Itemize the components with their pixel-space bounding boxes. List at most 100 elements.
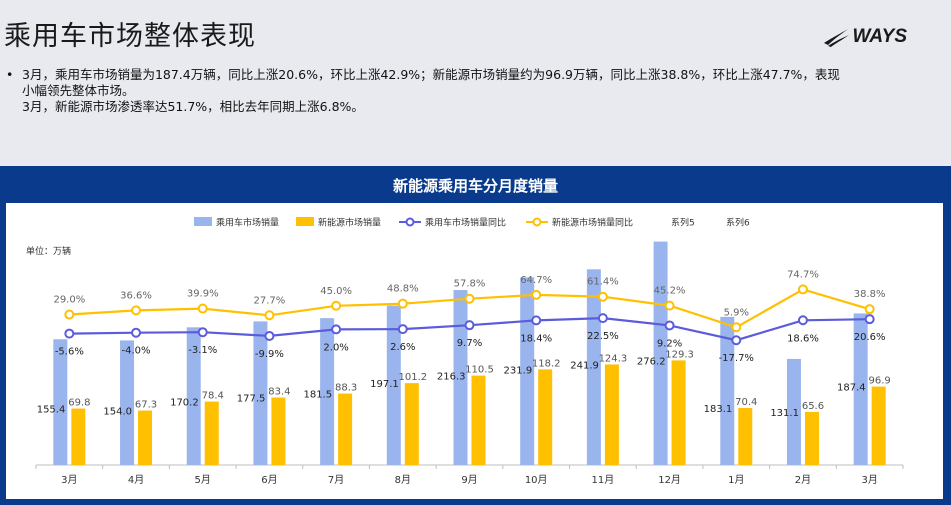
bar-nev: [271, 397, 286, 465]
logo-text: WAYS: [852, 26, 907, 47]
x-tick-label: 5月: [195, 474, 211, 486]
point-passenger-yoy: [664, 320, 675, 331]
bar-label-nev: 129.3: [665, 349, 694, 360]
bar-label-passenger: 197.1: [370, 379, 399, 390]
point-nev-yoy: [797, 284, 808, 295]
x-tick-label: 1月: [728, 474, 744, 486]
bar-nev: [804, 411, 819, 465]
label-passenger-yoy: 18.6%: [787, 333, 819, 344]
bar-label-nev: 78.4: [202, 391, 224, 402]
label-nev-yoy: 57.8%: [454, 279, 486, 290]
bar-label-passenger: 154.0: [103, 407, 132, 418]
legend-swatch: [296, 217, 314, 226]
x-tick-label: 9月: [461, 474, 477, 486]
bar-nev: [404, 383, 419, 465]
legend-label: 系列6: [726, 217, 750, 229]
bar-nev: [471, 375, 486, 465]
point-nev-yoy: [664, 300, 675, 311]
label-passenger-yoy: 9.2%: [657, 338, 682, 349]
label-passenger-yoy: -3.1%: [188, 345, 217, 356]
point-passenger-yoy: [864, 314, 875, 325]
ways-logo: WAYS: [822, 26, 907, 48]
bar-label-passenger: 155.4: [37, 405, 66, 416]
label-passenger-yoy: 9.7%: [457, 338, 482, 349]
label-nev-yoy: 74.7%: [787, 269, 819, 280]
x-tick-label: 7月: [328, 474, 344, 486]
bullet-marker: •: [6, 67, 14, 82]
label-passenger-yoy: 22.5%: [587, 331, 619, 342]
x-tick-label: 11月: [592, 474, 615, 486]
unit-label: 单位：万辆: [26, 245, 71, 257]
summary-line: 小幅领先整体市场。: [22, 83, 135, 98]
bar-label-passenger: 187.4: [837, 383, 866, 394]
bar-passenger: [520, 277, 535, 465]
bar-label-nev: 124.3: [599, 353, 628, 364]
bar-label-nev: 69.8: [68, 398, 90, 409]
point-nev-yoy: [731, 322, 742, 333]
legend-label: 乘用车市场销量: [216, 217, 279, 229]
bar-label-nev: 88.3: [335, 383, 357, 394]
point-nev-yoy: [64, 309, 75, 320]
bar-nev: [138, 410, 153, 465]
label-nev-yoy: 39.9%: [187, 289, 219, 300]
label-nev-yoy: 29.0%: [53, 295, 85, 306]
point-passenger-yoy: [197, 327, 208, 338]
bar-passenger: [453, 290, 468, 465]
label-passenger-yoy: 18.4%: [520, 333, 552, 344]
bar-nev: [71, 408, 86, 465]
label-passenger-yoy: -5.6%: [55, 347, 84, 358]
bar-label-nev: 118.2: [532, 358, 561, 369]
legend-swatch: [194, 217, 212, 226]
point-passenger-yoy: [64, 328, 75, 339]
legend-label: 新能源市场销量: [318, 217, 381, 229]
point-nev-yoy: [864, 304, 875, 315]
label-passenger-yoy: 2.6%: [390, 342, 415, 353]
label-passenger-yoy: 2.0%: [323, 342, 348, 353]
bar-label-nev: 65.6: [802, 401, 824, 412]
bar-nev: [604, 364, 619, 465]
x-tick-label: 3月: [861, 474, 877, 486]
bar-nev: [538, 369, 553, 465]
bar-passenger: [320, 318, 335, 465]
legend-marker: [532, 217, 542, 227]
label-passenger-yoy: -4.0%: [122, 346, 151, 357]
summary-line: 3月，乘用车市场销量为187.4万辆，同比上涨20.6%，环比上涨42.9%；新…: [22, 67, 840, 82]
label-nev-yoy: 45.0%: [320, 286, 352, 297]
label-passenger-yoy: -17.7%: [719, 353, 754, 364]
x-tick-label: 8月: [395, 474, 411, 486]
bar-label-passenger: 276.2: [637, 356, 666, 367]
bar-label-passenger: 241.9: [570, 360, 599, 371]
x-tick-label: 10月: [525, 474, 548, 486]
sales-chart: 单位：万辆 乘用车市场销量 新能源市场销量 乘用车市场销量同比 新能源市场销量同比 系列5…: [26, 217, 904, 486]
bar-label-nev: 96.9: [869, 376, 891, 387]
point-passenger-yoy: [131, 327, 142, 338]
label-passenger-yoy: 20.6%: [854, 332, 886, 343]
point-nev-yoy: [397, 298, 408, 309]
point-passenger-yoy: [397, 324, 408, 335]
label-nev-yoy: 38.8%: [854, 289, 886, 300]
chart-panel-title: 新能源乘用车分月度销量: [392, 177, 558, 195]
summary-text: • 3月，乘用车市场销量为187.4万辆，同比上涨20.6%，环比上涨42.9%…: [6, 67, 926, 115]
bar-label-passenger: 177.5: [237, 394, 266, 405]
point-passenger-yoy: [531, 315, 542, 326]
bar-passenger: [120, 340, 135, 465]
bar-label-passenger: 131.1: [770, 408, 799, 419]
bar-label-nev: 67.3: [135, 400, 157, 411]
label-nev-yoy: 61.4%: [587, 277, 619, 288]
x-tick-label: 3月: [61, 474, 77, 486]
x-tick-label: 2月: [795, 474, 811, 486]
summary-line: 3月，新能源市场渗透率达51.7%，相比去年同期上涨6.8%。: [22, 99, 364, 114]
bar-passenger: [786, 358, 801, 465]
point-nev-yoy: [264, 310, 275, 321]
bar-nev: [671, 360, 686, 465]
bar-passenger: [186, 327, 201, 465]
bar-passenger: [386, 305, 401, 465]
bar-label-passenger: 231.9: [504, 365, 533, 376]
bar-nev: [871, 386, 886, 465]
bar-passenger: [653, 241, 668, 465]
point-passenger-yoy: [797, 315, 808, 326]
label-nev-yoy: 48.8%: [387, 284, 419, 295]
point-passenger-yoy: [597, 313, 608, 324]
chart-area: 单位：万辆 乘用车市场销量 新能源市场销量 乘用车市场销量同比 新能源市场销量同比 系列5…: [6, 203, 943, 499]
bar-label-nev: 110.5: [465, 365, 494, 376]
